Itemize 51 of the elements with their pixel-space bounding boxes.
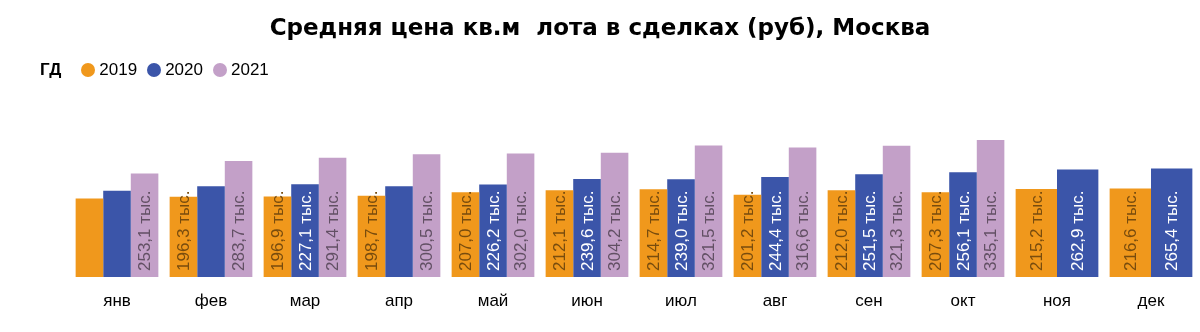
legend-label: 2021 [230, 60, 269, 80]
x-tick-label: окт [950, 290, 976, 310]
data-label: 335,1 тыс. [981, 190, 1001, 271]
data-label: 215,2 тыс. [1027, 190, 1047, 271]
data-label: 321,3 тыс. [887, 190, 907, 271]
data-label: 253,1 тыс. [135, 190, 155, 271]
data-label: 198,7 тыс. [362, 190, 382, 271]
chart-title: Средняя цена кв.м лота в сделках (руб), Москва [268, 14, 932, 40]
legend-label: 2020 [165, 60, 203, 80]
x-tick-label: дек [1137, 290, 1165, 310]
bar [103, 190, 131, 277]
data-label: 207,0 тыс. [456, 190, 476, 271]
x-tick-label: мар [289, 290, 321, 310]
data-label: 226,2 тыс. [483, 190, 503, 271]
bar [75, 198, 104, 277]
x-tick-label: фев [194, 290, 228, 310]
x-tick-label: июл [665, 290, 697, 310]
data-label: 291,4 тыс. [323, 190, 343, 271]
data-label: 212,0 тыс. [832, 190, 852, 271]
data-label: 227,1 тыс. [295, 190, 315, 271]
x-tick-label: янв [103, 290, 131, 310]
data-label: 196,9 тыс. [268, 190, 288, 271]
data-label: 256,1 тыс. [953, 190, 973, 271]
x-tick-label: сен [855, 290, 883, 310]
data-label: 212,1 тыс. [550, 190, 570, 271]
x-tick-label: авг [762, 290, 788, 310]
data-label: 321,5 тыс. [699, 190, 719, 271]
data-label: 262,9 тыс. [1068, 190, 1088, 271]
legend-label: 2019 [99, 60, 138, 80]
data-label: 201,2 тыс. [738, 190, 758, 271]
data-label: 283,7 тыс. [229, 190, 249, 271]
data-label: 300,5 тыс. [417, 190, 437, 271]
data-label: 196,3 тыс. [174, 190, 194, 271]
x-tick-label: июн [571, 290, 603, 310]
x-tick-label: май [477, 290, 509, 310]
data-label: 207,3 тыс. [926, 190, 946, 271]
data-label: 316,6 тыс. [793, 190, 813, 271]
x-tick-label: ноя [1042, 290, 1072, 310]
legend-title: ГД [40, 60, 62, 80]
data-label: 216,6 тыс. [1121, 190, 1141, 271]
data-label: 244,4 тыс. [765, 190, 785, 271]
data-label: 265,4 тыс. [1162, 190, 1182, 271]
bar [385, 186, 413, 277]
data-label: 302,0 тыс. [511, 190, 531, 271]
data-label: 239,0 тыс. [671, 190, 691, 271]
x-tick-label: апр [384, 290, 414, 310]
data-label: 239,6 тыс. [577, 190, 597, 271]
data-label: 251,5 тыс. [859, 190, 879, 271]
data-label: 214,7 тыс. [644, 190, 664, 271]
data-label: 304,2 тыс. [605, 190, 625, 271]
bar [197, 186, 225, 277]
